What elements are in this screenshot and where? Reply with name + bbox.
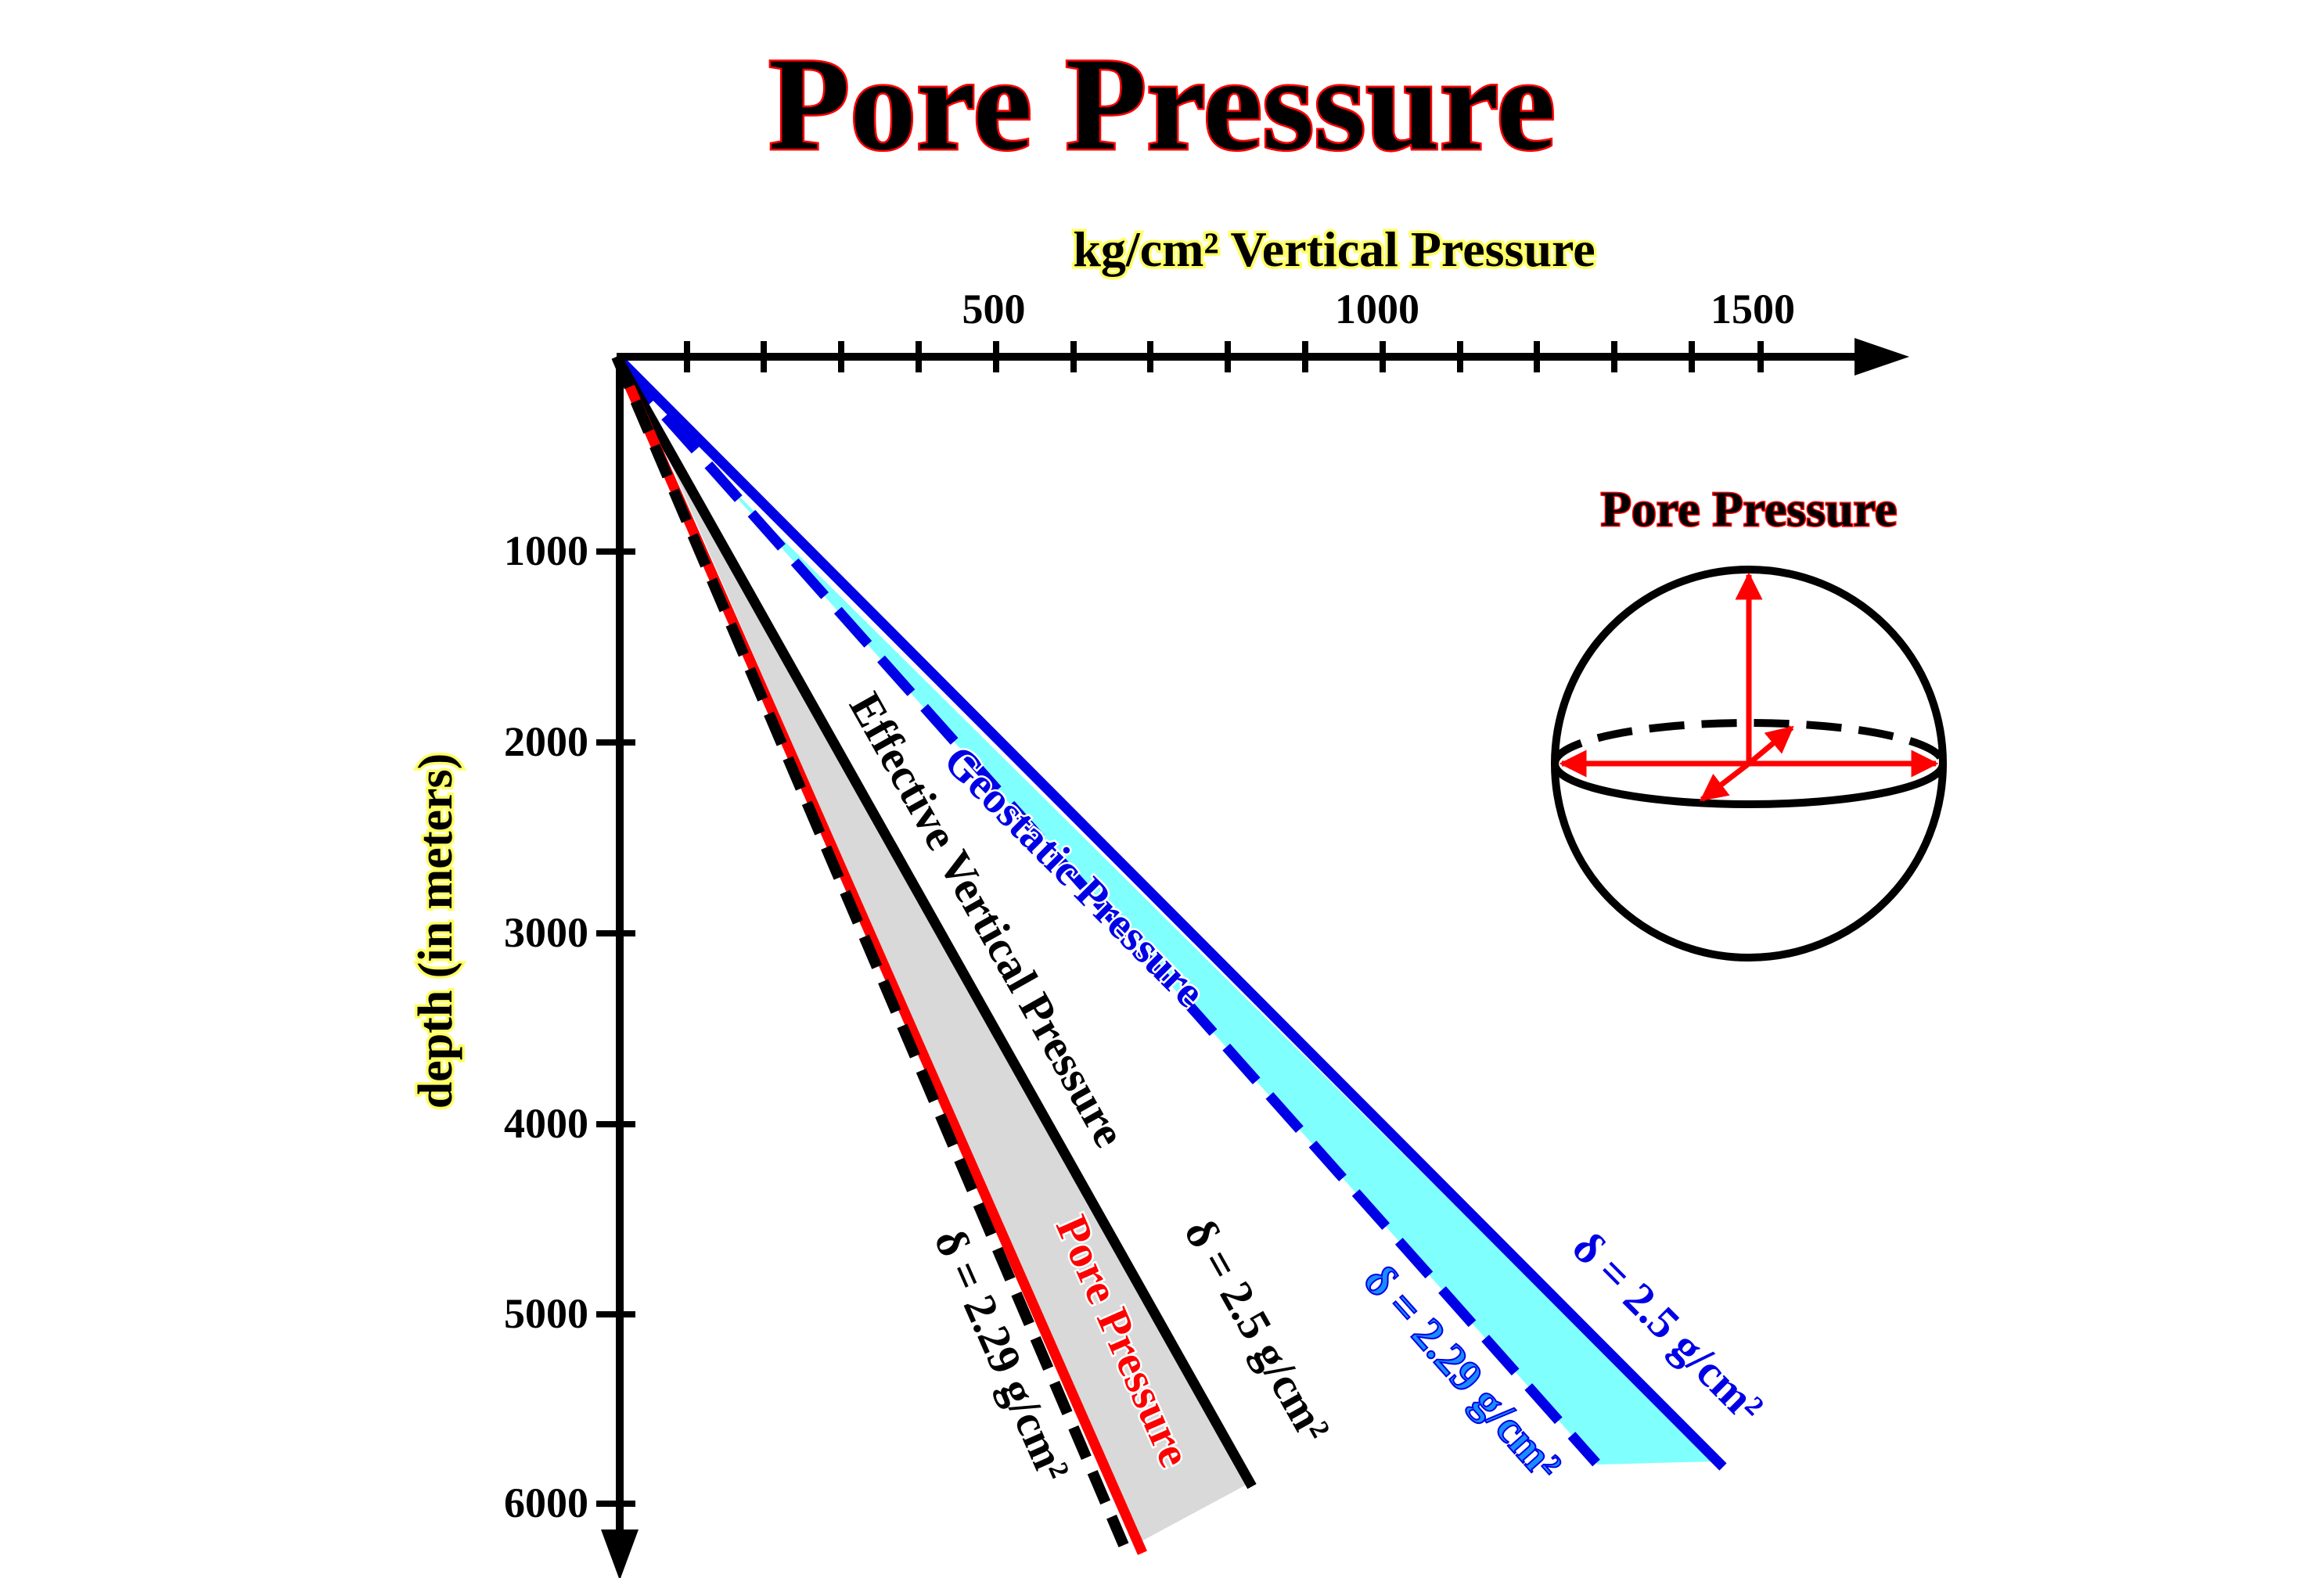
y-axis-label: depth (in meters)	[409, 753, 462, 1109]
pressure-arrow-front	[1700, 761, 1751, 802]
x-axis	[617, 338, 1909, 376]
x-tick-label: 500	[962, 286, 1026, 332]
x-tick-label: 1000	[1335, 286, 1419, 332]
inset-title: Pore Pressure	[1601, 481, 1898, 537]
y-tick-label: 1000	[504, 527, 588, 574]
y-tick-label: 2000	[504, 718, 588, 765]
x-tick-label: 1500	[1711, 286, 1795, 332]
x-axis-label: kg/cm² Vertical Pressure	[1073, 221, 1595, 277]
sphere-equator-front	[1551, 763, 1947, 808]
geostatic-pressure-line	[613, 353, 1727, 1471]
y-tick-label: 5000	[504, 1290, 588, 1337]
y-axis	[596, 357, 639, 1578]
effective-vertical-pressure-line	[612, 354, 1257, 1490]
y-tick-label: 4000	[504, 1100, 588, 1147]
pore-pressure-inset: Pore Pressure	[1551, 480, 1947, 962]
geostatic-pressure-band	[708, 465, 1714, 1465]
pore-pressure-reference-dashed-line	[611, 354, 1129, 1547]
effective-pressure-band	[649, 415, 1250, 1543]
y-tick-label: 6000	[504, 1479, 588, 1526]
pressure-arrow-back	[1747, 725, 1794, 766]
geostatic-low-density-line	[618, 364, 1600, 1467]
sphere-equator-back	[1551, 719, 1947, 764]
page-title: Pore Pressure	[768, 31, 1556, 178]
y-tick-label: 3000	[504, 909, 588, 956]
